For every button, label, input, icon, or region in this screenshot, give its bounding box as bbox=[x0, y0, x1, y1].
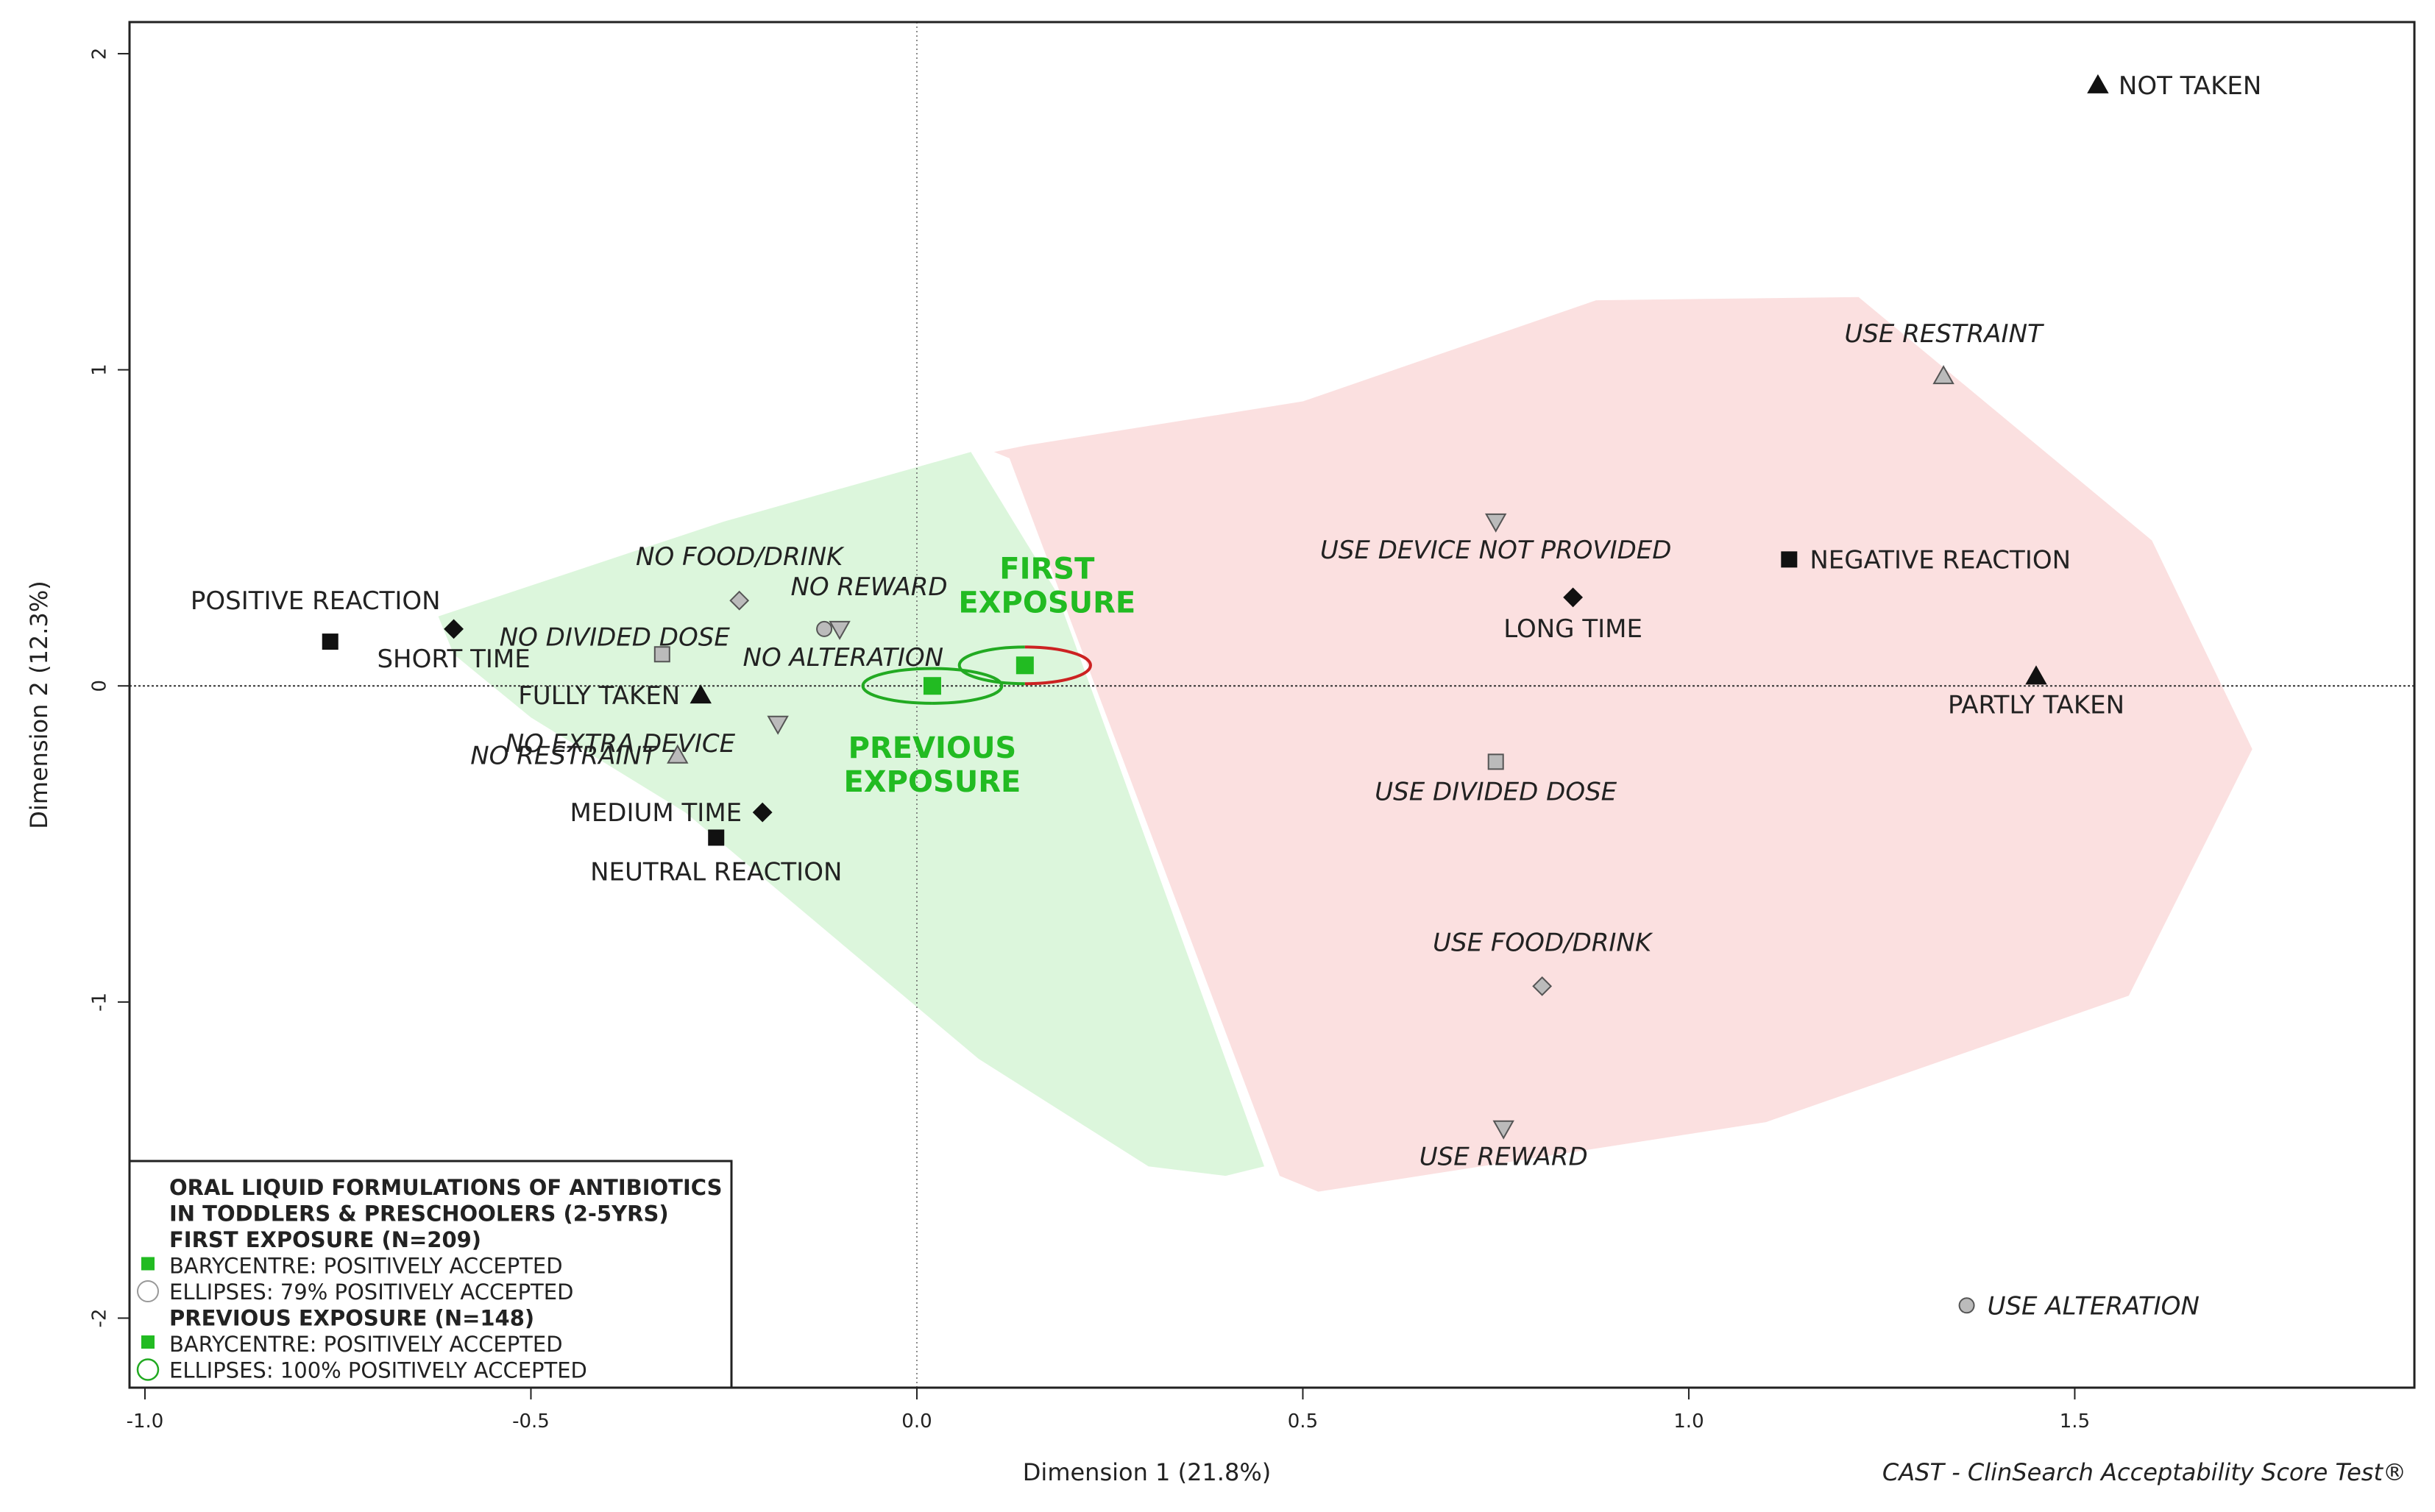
marker-no-food-drink bbox=[729, 590, 750, 611]
marker-neutral-reaction bbox=[708, 829, 725, 846]
legend-ellipse-icon bbox=[136, 1358, 160, 1381]
marker-no-reward bbox=[829, 620, 851, 640]
legend-square-icon bbox=[141, 1257, 155, 1271]
marker-no-extra-device bbox=[767, 715, 789, 735]
label-use-food-drink: USE FOOD/DRINK bbox=[1433, 928, 1654, 957]
acceptance-regions bbox=[438, 297, 2253, 1192]
label-no-restraint: NO RESTRAINT bbox=[470, 742, 659, 771]
marker-partly-taken bbox=[2025, 665, 2047, 685]
legend-line: ELLIPSES: 79% POSITIVELY ACCEPTED bbox=[169, 1279, 573, 1305]
x-tick-label: 1.0 bbox=[1673, 1410, 1704, 1433]
x-tick-label: 0.0 bbox=[901, 1410, 932, 1433]
legend-line: ELLIPSES: 100% POSITIVELY ACCEPTED bbox=[169, 1358, 587, 1383]
y-tick-label: 0 bbox=[89, 680, 111, 692]
marker-use-alteration bbox=[1958, 1297, 1975, 1314]
label-no-extra-device: NO EXTRA DEVICE bbox=[506, 729, 736, 759]
label-use-divided-dose: USE DIVIDED DOSE bbox=[1375, 777, 1617, 806]
legend-line: FIRST EXPOSURE (N=209) bbox=[169, 1227, 481, 1252]
legend-ellipse-icon bbox=[137, 1280, 159, 1302]
label-use-alteration: USE ALTERATION bbox=[1988, 1291, 2200, 1321]
plot-frame bbox=[128, 21, 2416, 1389]
label-negative-reaction: NEGATIVE REACTION bbox=[1810, 545, 2071, 575]
x-axis-title: Dimension 1 (21.8%) bbox=[1023, 1458, 1271, 1486]
marker-long-time bbox=[1563, 587, 1584, 608]
x-tick-label: 1.5 bbox=[2060, 1410, 2090, 1433]
x-tick-label: 0.5 bbox=[1288, 1410, 1318, 1433]
marker-use-device-not-provided bbox=[1484, 513, 1507, 533]
label-not-taken: NOT TAKEN bbox=[2119, 71, 2261, 101]
x-tick-label: -1.0 bbox=[127, 1410, 164, 1433]
legend-line: PREVIOUS EXPOSURE (N=148) bbox=[169, 1306, 534, 1331]
legend-line: BARYCENTRE: POSITIVELY ACCEPTED bbox=[169, 1332, 563, 1357]
marker-use-reward bbox=[1492, 1120, 1514, 1140]
label-use-restraint: USE RESTRAINT bbox=[1844, 319, 2044, 349]
y-tick-label: -2 bbox=[89, 1309, 111, 1328]
marker-no-alteration bbox=[816, 620, 833, 637]
marker-not-taken bbox=[2087, 74, 2109, 93]
y-axis: -2 -1 0 1 2 bbox=[89, 48, 130, 1328]
first-exposure-ellipse-left-arc bbox=[957, 645, 1025, 686]
marker-negative-reaction bbox=[1781, 551, 1798, 568]
label-no-divided-dose: NO DIVIDED DOSE bbox=[500, 622, 731, 652]
previous-exposure-ellipse-right-arc bbox=[932, 667, 1003, 705]
label-use-device-not-provided: USE DEVICE NOT PROVIDED bbox=[1320, 536, 1672, 565]
legend-line: BARYCENTRE: POSITIVELY ACCEPTED bbox=[169, 1254, 563, 1279]
label-partly-taken: PARTLY TAKEN bbox=[1948, 690, 2124, 720]
marker-use-divided-dose bbox=[1487, 753, 1504, 770]
x-tick-label: -0.5 bbox=[512, 1410, 550, 1433]
barycentre-label-previous-exposure: EXPOSURE bbox=[843, 765, 1021, 799]
y-tick-label: -1 bbox=[89, 993, 111, 1012]
region-negatively-accepted bbox=[993, 297, 2253, 1192]
data-points: NOT TAKEN USE RESTRAINT USE DEVICE NOT PRO… bbox=[191, 71, 2261, 1321]
marker-no-restraint bbox=[667, 744, 689, 764]
chart-credit: CAST - ClinSearch Acceptability Score Te… bbox=[1882, 1458, 2406, 1486]
x-axis: -1.0 -0.5 0.0 0.5 1.0 1.5 bbox=[127, 1388, 2090, 1433]
barycentre-first-exposure bbox=[1016, 656, 1034, 675]
marker-use-food-drink bbox=[1532, 976, 1553, 996]
legend-line: IN TODDLERS & PRESCHOOLERS (2-5YRS) bbox=[169, 1202, 669, 1227]
marker-short-time bbox=[444, 619, 464, 639]
label-no-alteration: NO ALTERATION bbox=[743, 643, 944, 672]
label-no-food-drink: NO FOOD/DRINK bbox=[636, 542, 845, 572]
barycentre-label-previous-exposure: PREVIOUS bbox=[848, 731, 1017, 765]
label-medium-time: MEDIUM TIME bbox=[570, 798, 742, 828]
y-axis-title: Dimension 2 (12.3%) bbox=[25, 581, 53, 828]
previous-exposure-ellipse-left-arc bbox=[861, 667, 932, 705]
barycentre-label-first-exposure: EXPOSURE bbox=[958, 586, 1135, 620]
reference-lines bbox=[130, 22, 2414, 1388]
marker-positive-reaction bbox=[322, 633, 339, 650]
first-exposure-ellipse-right-arc bbox=[1024, 645, 1092, 686]
legend-line: ORAL LIQUID FORMULATIONS OF ANTIBIOTICS bbox=[169, 1175, 722, 1200]
marker-fully-taken bbox=[690, 684, 712, 704]
legend-box bbox=[128, 1160, 733, 1389]
legend: ORAL LIQUID FORMULATIONS OF ANTIBIOTICSI… bbox=[128, 1160, 733, 1389]
label-neutral-reaction: NEUTRAL REACTION bbox=[590, 857, 842, 887]
barycentre-previous-exposure bbox=[923, 677, 941, 695]
region-positively-accepted bbox=[438, 452, 1265, 1176]
y-tick-label: 2 bbox=[89, 48, 111, 60]
legend-square-icon bbox=[141, 1335, 155, 1349]
y-tick-label: 1 bbox=[89, 363, 111, 376]
label-short-time: SHORT TIME bbox=[377, 645, 530, 674]
marker-medium-time bbox=[752, 802, 773, 823]
label-long-time: LONG TIME bbox=[1503, 614, 1642, 644]
label-positive-reaction: POSITIVE REACTION bbox=[191, 586, 441, 616]
marker-no-divided-dose bbox=[653, 646, 670, 663]
barycentre-label-first-exposure: FIRST bbox=[999, 552, 1095, 586]
confidence-ellipses bbox=[861, 645, 1092, 705]
label-no-reward: NO REWARD bbox=[791, 572, 948, 602]
marker-use-restraint bbox=[1932, 365, 1954, 385]
label-use-reward: USE REWARD bbox=[1419, 1143, 1588, 1172]
label-fully-taken: FULLY TAKEN bbox=[518, 681, 680, 711]
